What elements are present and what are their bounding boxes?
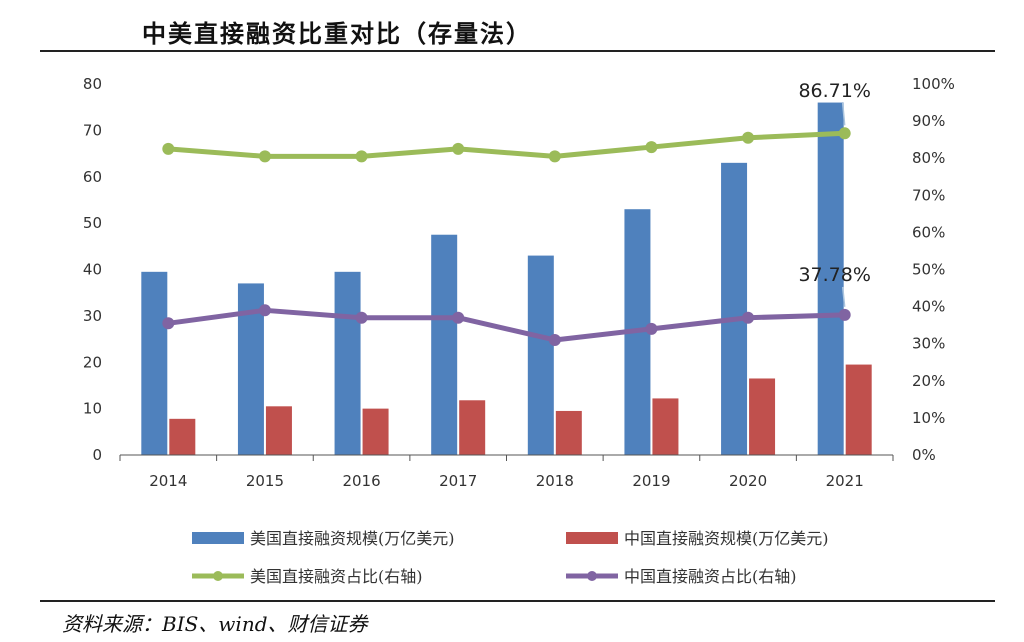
y-tick-label: 50: [83, 214, 102, 232]
y2-tick-label: 20%: [912, 372, 945, 390]
legend: 美国直接融资规模(万亿美元) 中国直接融资规模(万亿美元) 美国直接融资占比(右轴)…: [192, 529, 829, 586]
combo-chart: 2014 2015 2016 2017 2018 2019 2020 2021 0 10 20 30…: [83, 75, 955, 586]
bar: [555, 410, 582, 455]
line-point: [742, 311, 755, 324]
y2-tick-label: 80%: [912, 149, 945, 167]
legend-label: 美国直接融资规模(万亿美元): [250, 529, 455, 548]
line-point: [742, 131, 755, 144]
legend-label: 美国直接融资占比(右轴): [250, 567, 423, 586]
y-axis-right: 0% 10% 20% 30% 40% 50% 60% 70% 80% 90% 100%: [912, 75, 955, 464]
y-tick-label: 40: [83, 261, 102, 279]
annotation-leader: [841, 286, 846, 307]
data-label: 86.71%: [798, 80, 870, 102]
line-point: [838, 127, 851, 140]
line-point: [355, 150, 368, 163]
line-point: [258, 304, 271, 317]
y2-tick-label: 10%: [912, 409, 945, 427]
legend-swatch: [566, 532, 618, 544]
bar: [459, 400, 486, 455]
page-title: 中美直接融资比重对比（存量法）: [142, 19, 532, 48]
y2-tick-label: 0%: [912, 446, 936, 464]
bar: [721, 162, 748, 455]
x-tick-label: 2016: [342, 472, 380, 490]
line-point: [162, 317, 175, 330]
title-divider: [40, 50, 995, 52]
y2-tick-label: 100%: [912, 75, 955, 93]
line-point: [548, 333, 561, 346]
y-axis-left: 0 10 20 30 40 50 60 70 80: [83, 75, 102, 464]
x-tick-label: 2020: [729, 472, 767, 490]
line-point: [355, 311, 368, 324]
y-tick-label: 80: [83, 75, 102, 93]
legend-marker: [587, 571, 597, 581]
annotations-group: 86.71% 37.78%: [798, 80, 871, 307]
line-point: [162, 142, 175, 155]
line-point: [838, 308, 851, 321]
line-point: [452, 311, 465, 324]
y2-tick-label: 70%: [912, 186, 945, 204]
line-point: [258, 150, 271, 163]
x-tick-label: 2021: [826, 472, 864, 490]
x-tick-label: 2018: [536, 472, 574, 490]
y2-tick-label: 40%: [912, 298, 945, 316]
bar: [169, 418, 196, 455]
annotation-leader: [841, 102, 846, 126]
bar: [362, 408, 389, 455]
legend-marker: [213, 571, 223, 581]
bars-group: [141, 102, 872, 456]
bar: [141, 271, 168, 455]
y-tick-label: 70: [83, 121, 102, 139]
lines-group: [162, 127, 851, 346]
y2-tick-label: 90%: [912, 112, 945, 130]
y-tick-label: 10: [83, 400, 102, 418]
y2-tick-label: 50%: [912, 261, 945, 279]
line-point: [645, 141, 658, 154]
x-tick-label: 2019: [632, 472, 670, 490]
bar: [334, 271, 361, 455]
x-tick-label: 2017: [439, 472, 477, 490]
line-point: [452, 142, 465, 155]
source-divider: [40, 600, 995, 602]
source-note: 资料来源：BIS、wind、财信证券: [62, 612, 368, 636]
series-line: [168, 130, 845, 159]
line-point: [645, 322, 658, 335]
bar: [749, 378, 776, 455]
series-line: [167, 307, 845, 343]
y2-tick-label: 30%: [912, 335, 945, 353]
y2-tick-label: 60%: [912, 223, 945, 241]
legend-swatch: [192, 532, 244, 544]
data-label: 37.78%: [798, 264, 870, 286]
bar: [652, 398, 679, 455]
legend-label: 中国直接融资规模(万亿美元): [624, 529, 829, 548]
line-point: [548, 150, 561, 163]
bar: [817, 102, 844, 456]
bar: [431, 234, 458, 455]
y-tick-label: 0: [92, 446, 102, 464]
x-tick-label: 2015: [246, 472, 284, 490]
legend-label: 中国直接融资占比(右轴): [624, 567, 797, 586]
bar: [527, 255, 554, 455]
x-axis: 2014 2015 2016 2017 2018 2019 2020 2021: [119, 454, 894, 490]
bar: [265, 406, 292, 455]
x-tick-label: 2014: [149, 472, 187, 490]
bar: [845, 364, 872, 455]
y-tick-label: 20: [83, 353, 102, 371]
y-tick-label: 30: [83, 307, 102, 325]
y-tick-label: 60: [83, 168, 102, 186]
